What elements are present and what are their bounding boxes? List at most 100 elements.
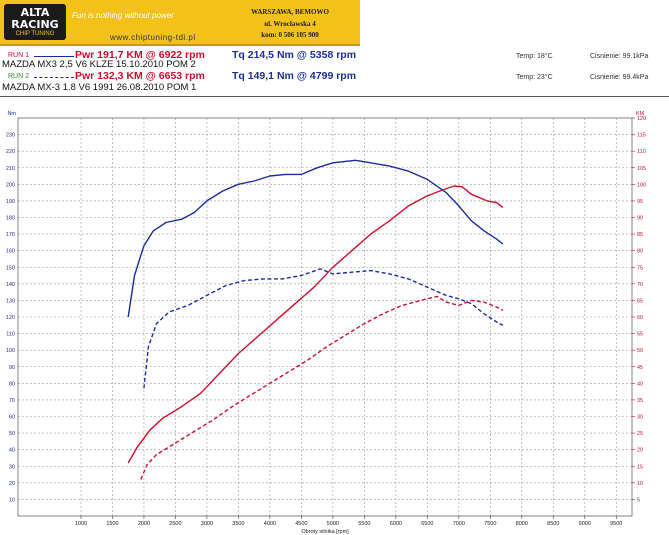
y-left-tick-label: 20 [9,481,15,487]
address-phone: kom: 0 506 105 900 [261,31,319,39]
y-right-tick-label: 90 [637,216,643,222]
x-tick-label: 2000 [138,521,150,527]
run1-pressure: Cisnienie: 99.1kPa [590,53,649,60]
y-left-tick-label: 70 [9,398,15,404]
x-tick-label: 8000 [516,521,528,527]
y-right-tick-label: 40 [637,381,643,387]
y-left-tick-label: 180 [6,216,15,222]
y-right-tick-label: 20 [637,448,643,454]
y-right-tick-label: 70 [637,282,643,288]
logo-line3: CHIP TUNING [15,31,55,37]
run2-tag: RUN 2 [8,73,30,80]
x-tick-label: 3000 [201,521,213,527]
x-tick-label: 4000 [264,521,276,527]
x-tick-label: 5000 [327,521,339,527]
y-left-tick-label: 30 [9,464,15,470]
run2-legend-line [34,77,74,78]
brand-banner: ALTA RACING CHIP TUNING Fun is nothing w… [0,0,360,46]
y-left-tick-label: 140 [6,282,15,288]
y-left-tick-label: 100 [6,348,15,354]
alta-racing-logo: ALTA RACING CHIP TUNING [4,4,66,40]
x-tick-label: 1000 [75,521,87,527]
y-left-tick-label: 160 [6,249,15,255]
y-right-tick-label: 100 [637,182,646,188]
y-left-tick-label: 110 [6,332,15,338]
y-left-tick-label: 210 [6,166,15,172]
run1-temperature: Temp: 18°C [516,53,553,60]
x-tick-label: 4500 [295,521,307,527]
y-right-tick-label: 110 [637,149,646,155]
run2-power-peak: Pwr 132,3 KM @ 6653 rpm [75,70,205,82]
y-right-tick-label: 115 [637,133,646,139]
y-right-tick-label: 55 [637,332,643,338]
address-street: ul. Wrocławska 4 [264,20,316,28]
y-right-tick-label: 75 [637,265,643,271]
series-line-run-2-tq [143,268,504,389]
y-left-axis-label: Nm [7,111,16,117]
x-tick-label: 9000 [579,521,591,527]
y-right-tick-label: 25 [637,431,643,437]
y-left-tick-label: 190 [6,199,15,205]
website-link[interactable]: www.chiptuning-tdi.pl [110,33,196,42]
dyno-chart: 10 20 30 40 50 60 70 80 90 100 110 120 130 140 150 160 1… [6,111,646,535]
y-right-tick-label: 10 [637,481,643,487]
logo-line1: ALTA [20,6,50,19]
x-tick-label: 3500 [232,521,244,527]
y-right-tick-label: 35 [637,398,643,404]
y-right-tick-label: 50 [637,348,643,354]
y-right-tick-label: 30 [637,415,643,421]
y-left-tick-label: 90 [9,365,15,371]
y-left-tick-label: 50 [9,431,15,437]
y-left-tick-label: 150 [6,265,15,271]
run2-torque-peak: Tq 149,1 Nm @ 4799 rpm [232,70,357,82]
run2-temperature: Temp: 23°C [516,74,553,81]
y-right-tick-label: 105 [637,166,646,172]
y-right-tick-label: 60 [637,315,643,321]
y-left-tick-label: 130 [6,298,15,304]
x-tick-label: 2500 [169,521,181,527]
series-line-run-1-tq [127,159,504,318]
y-left-tick-label: 80 [9,381,15,387]
y-left-tick-label: 10 [9,497,15,503]
chart-labels: 10 20 30 40 50 60 70 80 90 100 110 120 130 140 150 160 1… [6,111,646,535]
report-header: ALTA RACING CHIP TUNING Fun is nothing w… [0,0,669,98]
run1-power-peak: Pwr 191,7 KM @ 6922 rpm [75,49,205,61]
x-tick-label: 8500 [547,521,559,527]
logo-line2: RACING [11,18,59,31]
series-line-run-1-pwr [127,185,504,464]
series-line-run-2-pwr [140,295,504,480]
y-right-tick-label: 95 [637,199,643,205]
chart-curves [127,159,504,480]
x-tick-label: 1500 [106,521,118,527]
x-tick-label: 7500 [484,521,496,527]
run2-pressure: Cisnienie: 99.4kPa [590,74,649,81]
y-right-tick-label: 15 [637,464,643,470]
address-city: WARSZAWA, BEMOWO [251,8,329,16]
y-left-tick-label: 230 [6,133,15,139]
y-right-tick-label: 85 [637,232,643,238]
chart-grid [18,118,632,516]
header-divider [0,96,669,97]
y-left-tick-label: 220 [6,149,15,155]
y-right-tick-label: 45 [637,365,643,371]
run1-tag: RUN 1 [8,52,30,59]
y-left-tick-label: 60 [9,415,15,421]
x-tick-label: 6500 [421,521,433,527]
run1-car-description: MAZDA MX3 2,5 V6 KLZE 15.10.2010 POM 2 [2,59,196,70]
run2-car-description: MAZDA MX-3 1.8 V6 1991 26.08.2010 POM 1 [2,82,197,93]
run1-legend-line [34,56,74,57]
y-left-tick-label: 120 [6,315,15,321]
x-tick-label: 7000 [453,521,465,527]
x-tick-label: 6000 [390,521,402,527]
y-right-tick-label: 80 [637,249,643,255]
y-right-tick-label: 5 [637,497,640,503]
x-tick-label: 5500 [358,521,370,527]
y-right-tick-label: 120 [637,116,646,122]
y-right-tick-label: 65 [637,298,643,304]
x-tick-label: 9500 [610,521,622,527]
run1-torque-peak: Tq 214,5 Nm @ 5358 rpm [232,49,357,61]
y-left-tick-label: 200 [6,182,15,188]
y-right-axis-label: KM [636,111,645,117]
x-axis-label: Obroty silnika [rpm] [301,529,349,535]
y-left-tick-label: 170 [6,232,15,238]
